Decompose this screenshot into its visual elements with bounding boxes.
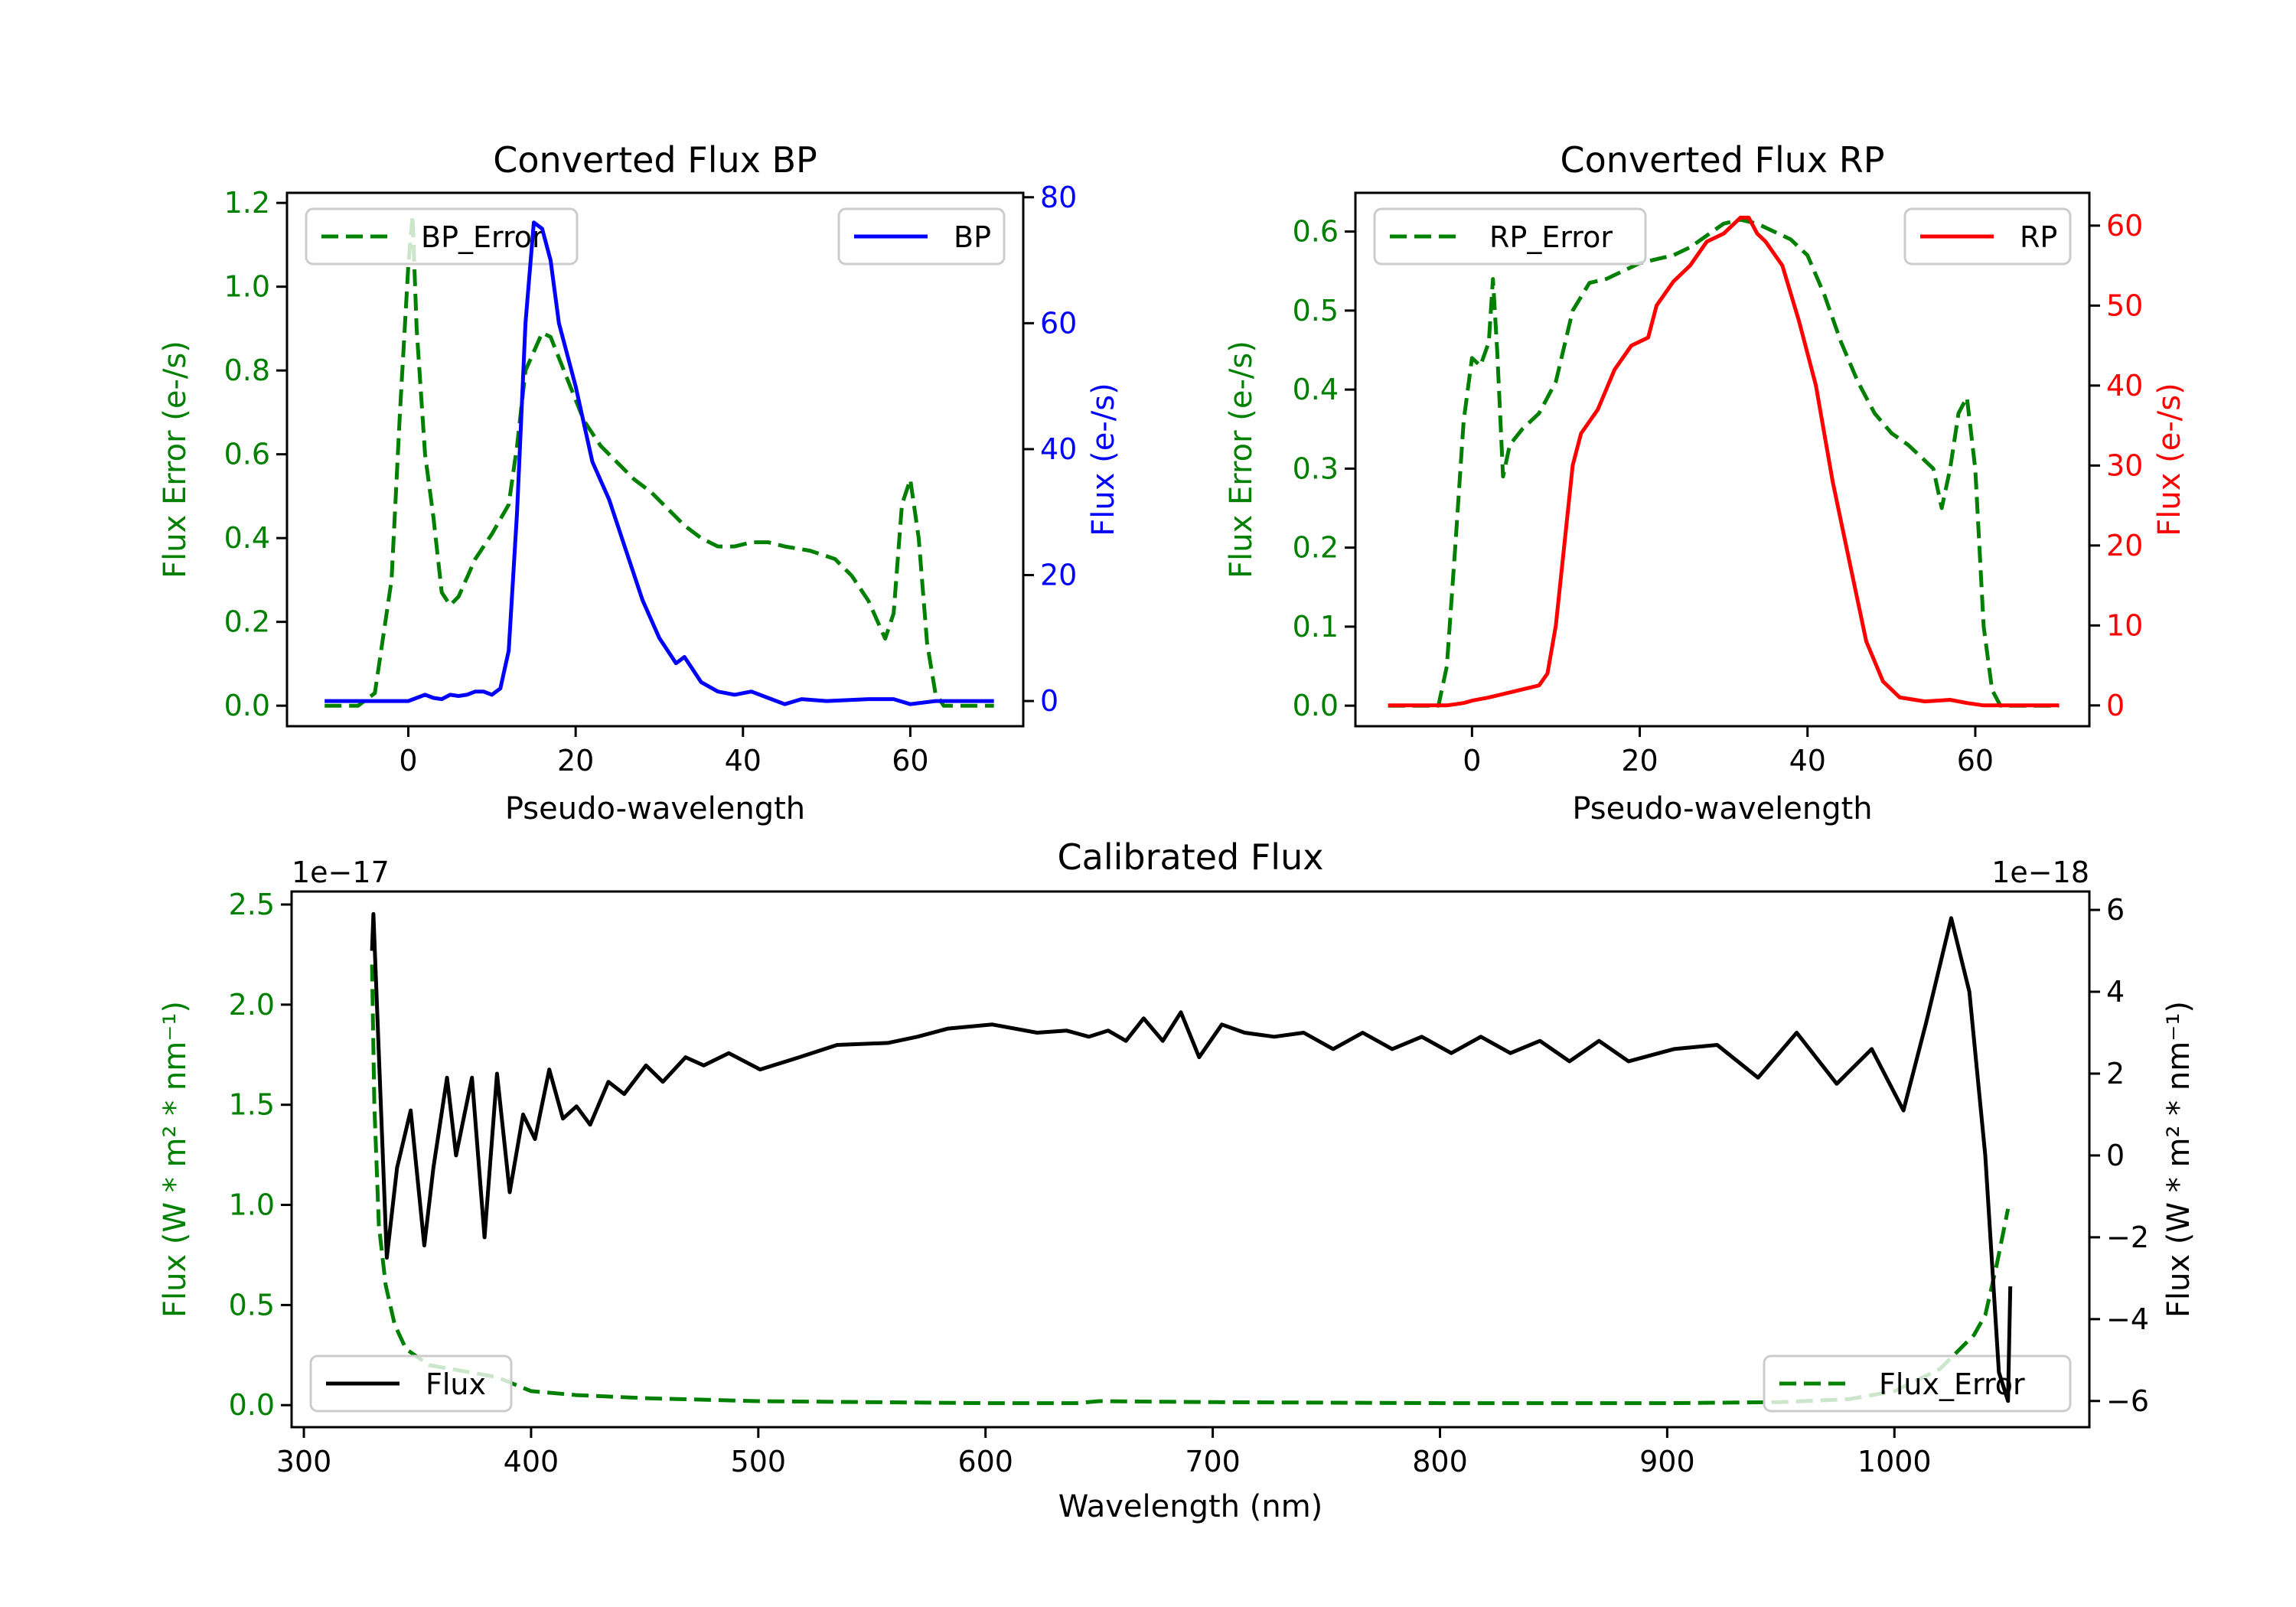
x-tick-label: 700 bbox=[1185, 1445, 1241, 1478]
x-tick-label: 500 bbox=[731, 1445, 787, 1478]
y-right-tick-label: −2 bbox=[2106, 1221, 2149, 1254]
series-line-bp bbox=[325, 220, 994, 706]
y-left-offset-text: 1e−17 bbox=[292, 856, 390, 889]
legend-rp: RP bbox=[1903, 207, 2072, 266]
x-tick-label: 0 bbox=[399, 744, 417, 777]
y-right-tick-label: 20 bbox=[2106, 529, 2143, 562]
y-right-tick-label: 0 bbox=[1040, 684, 1058, 718]
y-right-tick-label: 2 bbox=[2106, 1057, 2125, 1090]
y-left-tick-label: 0.5 bbox=[229, 1288, 275, 1322]
y-left-tick-label: 0.6 bbox=[1293, 215, 1339, 249]
x-tick-label: 20 bbox=[1621, 744, 1658, 777]
y-left-axis-label: Flux (W * m² * nm⁻¹) bbox=[158, 1001, 193, 1318]
x-tick-label: 1000 bbox=[1857, 1445, 1932, 1478]
y-right-tick-label: 60 bbox=[2106, 209, 2143, 243]
legend-label: BP_Error bbox=[421, 220, 544, 254]
y-right-tick-label: 60 bbox=[1040, 306, 1077, 340]
y-left-tick-label: 0.8 bbox=[224, 354, 270, 387]
axes-frame bbox=[285, 191, 1025, 728]
y-right-axis-label: Flux (e-/s) bbox=[1086, 383, 1121, 536]
legend-flux-error: Flux_Error bbox=[1763, 1354, 2072, 1413]
y-left-tick-label: 2.0 bbox=[229, 988, 275, 1022]
y-left-tick-label: 1.0 bbox=[224, 270, 270, 304]
x-tick-label: 60 bbox=[1957, 744, 1994, 777]
y-right-axis-label: Flux (e-/s) bbox=[2152, 383, 2187, 536]
x-tick-label: 40 bbox=[725, 744, 762, 777]
legend-frame bbox=[309, 1354, 513, 1413]
x-axis-label: Wavelength (nm) bbox=[1058, 1489, 1323, 1524]
y-left-tick-label: 0.6 bbox=[224, 438, 270, 471]
y-right-tick-label: 6 bbox=[2106, 893, 2125, 927]
y-left-tick-label: 1.5 bbox=[229, 1088, 275, 1122]
x-tick-label: 800 bbox=[1412, 1445, 1468, 1478]
y-left-tick-label: 0.3 bbox=[1293, 451, 1339, 485]
legend-frame bbox=[1763, 1354, 2072, 1413]
series-line-bp-error bbox=[325, 214, 994, 708]
y-right-tick-label: 20 bbox=[1040, 559, 1077, 592]
y-left-tick-label: 0.5 bbox=[1293, 294, 1339, 328]
y-left-tick-label: 1.0 bbox=[229, 1188, 275, 1222]
y-left-tick-label: 0.2 bbox=[224, 605, 270, 639]
chart-title: Converted Flux BP bbox=[493, 139, 817, 181]
legend-frame bbox=[1373, 207, 1647, 266]
y-left-axis-label: Flux Error (e-/s) bbox=[158, 341, 193, 579]
y-right-tick-label: −4 bbox=[2106, 1302, 2149, 1336]
y-right-tick-label: 50 bbox=[2106, 288, 2143, 322]
y-right-tick-label: 0 bbox=[2106, 1139, 2125, 1172]
x-tick-label: 400 bbox=[504, 1445, 559, 1478]
series-line-flux bbox=[370, 911, 2013, 1403]
series-line-rp bbox=[1388, 215, 2060, 708]
y-right-axis-label: Flux (W * m² * nm⁻¹) bbox=[2161, 1001, 2197, 1318]
chart-0: Converted Flux BP 0 20 40 60 Pseudo-wavelengt… bbox=[158, 139, 1121, 826]
axes-frame bbox=[290, 890, 2091, 1429]
series-line-rp-error bbox=[1388, 217, 2060, 708]
x-tick-label: 60 bbox=[892, 744, 928, 777]
legend-label: BP bbox=[954, 220, 991, 254]
x-tick-label: 40 bbox=[1789, 744, 1826, 777]
y-right-tick-label: 4 bbox=[2106, 975, 2125, 1009]
legend-label: RP_Error bbox=[1489, 220, 1613, 254]
legend-bp: BP bbox=[837, 207, 1006, 266]
y-left-tick-label: 0.0 bbox=[1293, 689, 1339, 722]
chart-title: Calibrated Flux bbox=[1058, 836, 1324, 878]
y-left-tick-label: 0.0 bbox=[229, 1388, 275, 1422]
y-right-tick-label: −6 bbox=[2106, 1384, 2149, 1418]
x-axis-label: Pseudo-wavelength bbox=[1572, 791, 1872, 826]
legend-rp-error: RP_Error bbox=[1373, 207, 1647, 266]
y-right-tick-label: 40 bbox=[2106, 369, 2143, 403]
x-tick-label: 300 bbox=[276, 1445, 332, 1478]
x-axis-label: Pseudo-wavelength bbox=[505, 791, 805, 826]
x-tick-label: 20 bbox=[557, 744, 594, 777]
legend-frame bbox=[305, 207, 579, 266]
y-right-tick-label: 0 bbox=[2106, 689, 2125, 722]
y-right-tick-label: 80 bbox=[1040, 181, 1077, 214]
legend-label: RP bbox=[2020, 220, 2057, 254]
y-left-tick-label: 0.4 bbox=[224, 521, 270, 555]
x-tick-label: 0 bbox=[1463, 744, 1481, 777]
y-left-tick-label: 0.4 bbox=[1293, 373, 1339, 406]
legend-label: Flux bbox=[426, 1367, 486, 1401]
axes-frame bbox=[1354, 191, 2091, 728]
y-right-tick-label: 40 bbox=[1040, 432, 1077, 466]
y-left-tick-label: 1.2 bbox=[224, 186, 270, 220]
y-right-offset-text: 1e−18 bbox=[1991, 856, 2089, 889]
legend-flux: Flux bbox=[309, 1354, 513, 1413]
y-right-tick-label: 10 bbox=[2106, 608, 2143, 642]
y-left-tick-label: 0.1 bbox=[1293, 610, 1339, 644]
y-left-tick-label: 2.5 bbox=[229, 888, 275, 921]
y-right-tick-label: 30 bbox=[2106, 448, 2143, 482]
x-tick-label: 900 bbox=[1639, 1445, 1695, 1478]
chart-2: Calibrated Flux 300 400 500 600 700 800 900 1000… bbox=[158, 836, 2197, 1524]
y-left-tick-label: 0.2 bbox=[1293, 531, 1339, 565]
legend-bp-error: BP_Error bbox=[305, 207, 579, 266]
y-left-axis-label: Flux Error (e-/s) bbox=[1224, 341, 1259, 579]
y-left-tick-label: 0.0 bbox=[224, 689, 270, 722]
x-tick-label: 600 bbox=[957, 1445, 1013, 1478]
chart-1: Converted Flux RP 0 20 40 60 Pseudo-wavelengt… bbox=[1224, 139, 2187, 826]
chart-title: Converted Flux RP bbox=[1561, 139, 1885, 181]
